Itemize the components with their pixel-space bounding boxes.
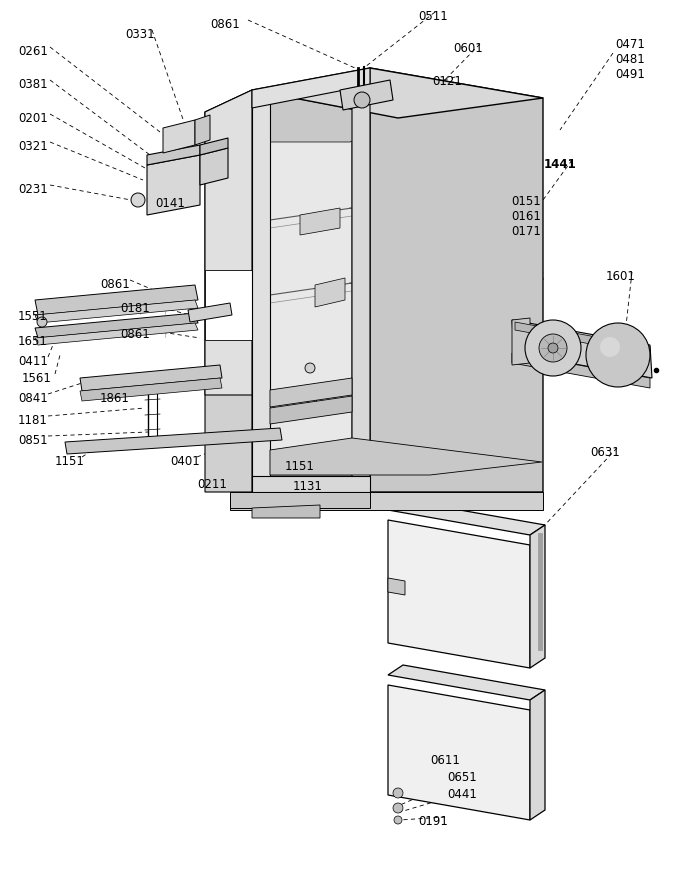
Text: 1441: 1441 [544,158,577,171]
Polygon shape [388,520,530,668]
Circle shape [600,337,620,357]
Polygon shape [388,500,545,535]
Polygon shape [512,318,530,365]
Polygon shape [252,90,270,492]
Circle shape [586,323,650,387]
Text: 1601: 1601 [606,270,636,283]
Polygon shape [200,138,228,155]
Circle shape [305,363,315,373]
Text: 0121: 0121 [432,75,462,88]
Text: 0471: 0471 [615,38,645,51]
Text: 0211: 0211 [197,478,227,491]
Text: 0331: 0331 [125,28,154,41]
Polygon shape [252,68,370,108]
Text: 0151: 0151 [511,195,541,208]
Text: 0261: 0261 [18,45,48,58]
Text: 0191: 0191 [418,815,448,828]
Text: 0861: 0861 [120,328,150,341]
Polygon shape [147,155,200,215]
Text: 1861: 1861 [100,392,130,405]
Polygon shape [270,396,352,424]
Text: 0861: 0861 [210,18,240,31]
Circle shape [393,788,403,798]
Text: 1181: 1181 [18,414,48,427]
Polygon shape [252,505,320,518]
Text: 0441: 0441 [447,788,477,801]
Text: 1651: 1651 [18,335,48,348]
Polygon shape [147,145,200,165]
Text: 0401: 0401 [170,455,200,468]
Text: 0611: 0611 [430,754,460,767]
Polygon shape [252,68,543,118]
Text: 0141: 0141 [155,197,185,210]
Text: 1561: 1561 [22,372,52,385]
Polygon shape [205,90,252,492]
Polygon shape [270,378,352,407]
Polygon shape [188,303,232,322]
Text: 0411: 0411 [18,355,48,368]
Text: 0841: 0841 [18,392,48,405]
Circle shape [131,193,145,207]
Polygon shape [205,90,252,395]
Polygon shape [200,148,228,185]
Text: 0601: 0601 [453,42,483,55]
Text: 0511: 0511 [418,10,447,23]
Polygon shape [205,90,398,142]
Polygon shape [530,690,545,820]
Text: 0381: 0381 [18,78,48,91]
Circle shape [394,816,402,824]
Circle shape [393,803,403,813]
Polygon shape [65,428,282,454]
Text: 0161: 0161 [511,210,541,223]
Text: 1151: 1151 [285,460,315,473]
Polygon shape [35,313,198,338]
Text: 1151: 1151 [55,455,85,468]
Polygon shape [270,88,352,476]
Polygon shape [80,378,222,401]
Polygon shape [252,476,370,492]
Polygon shape [370,68,543,492]
Circle shape [354,92,370,108]
Text: 0851: 0851 [18,434,48,447]
Text: 0231: 0231 [18,183,48,196]
Text: 0201: 0201 [18,112,48,125]
Polygon shape [530,525,545,668]
Polygon shape [195,115,210,145]
Polygon shape [35,285,198,315]
Circle shape [548,343,558,353]
Text: 1131: 1131 [293,480,323,493]
Text: 0491: 0491 [615,68,645,81]
Polygon shape [163,120,195,153]
Polygon shape [388,578,405,595]
Polygon shape [388,685,530,820]
Polygon shape [315,278,345,307]
Polygon shape [35,300,198,323]
Polygon shape [515,322,650,355]
Text: 0321: 0321 [18,140,48,153]
Polygon shape [340,80,393,110]
Polygon shape [35,323,198,345]
Polygon shape [270,438,542,475]
Text: 0171: 0171 [511,225,541,238]
Text: 0861: 0861 [100,278,130,291]
Text: 0631: 0631 [590,446,619,459]
Polygon shape [230,492,543,510]
Polygon shape [205,270,252,340]
Polygon shape [512,353,650,388]
Text: 0181: 0181 [120,302,150,315]
Text: 0481: 0481 [615,53,645,66]
Circle shape [525,320,581,376]
Polygon shape [230,492,370,508]
Text: 0651: 0651 [447,771,477,784]
Text: 1551: 1551 [18,310,48,323]
Polygon shape [352,68,370,492]
Polygon shape [80,365,222,391]
Polygon shape [300,208,340,235]
Circle shape [539,334,567,362]
Polygon shape [512,320,652,378]
Circle shape [37,317,47,327]
Polygon shape [388,665,545,700]
